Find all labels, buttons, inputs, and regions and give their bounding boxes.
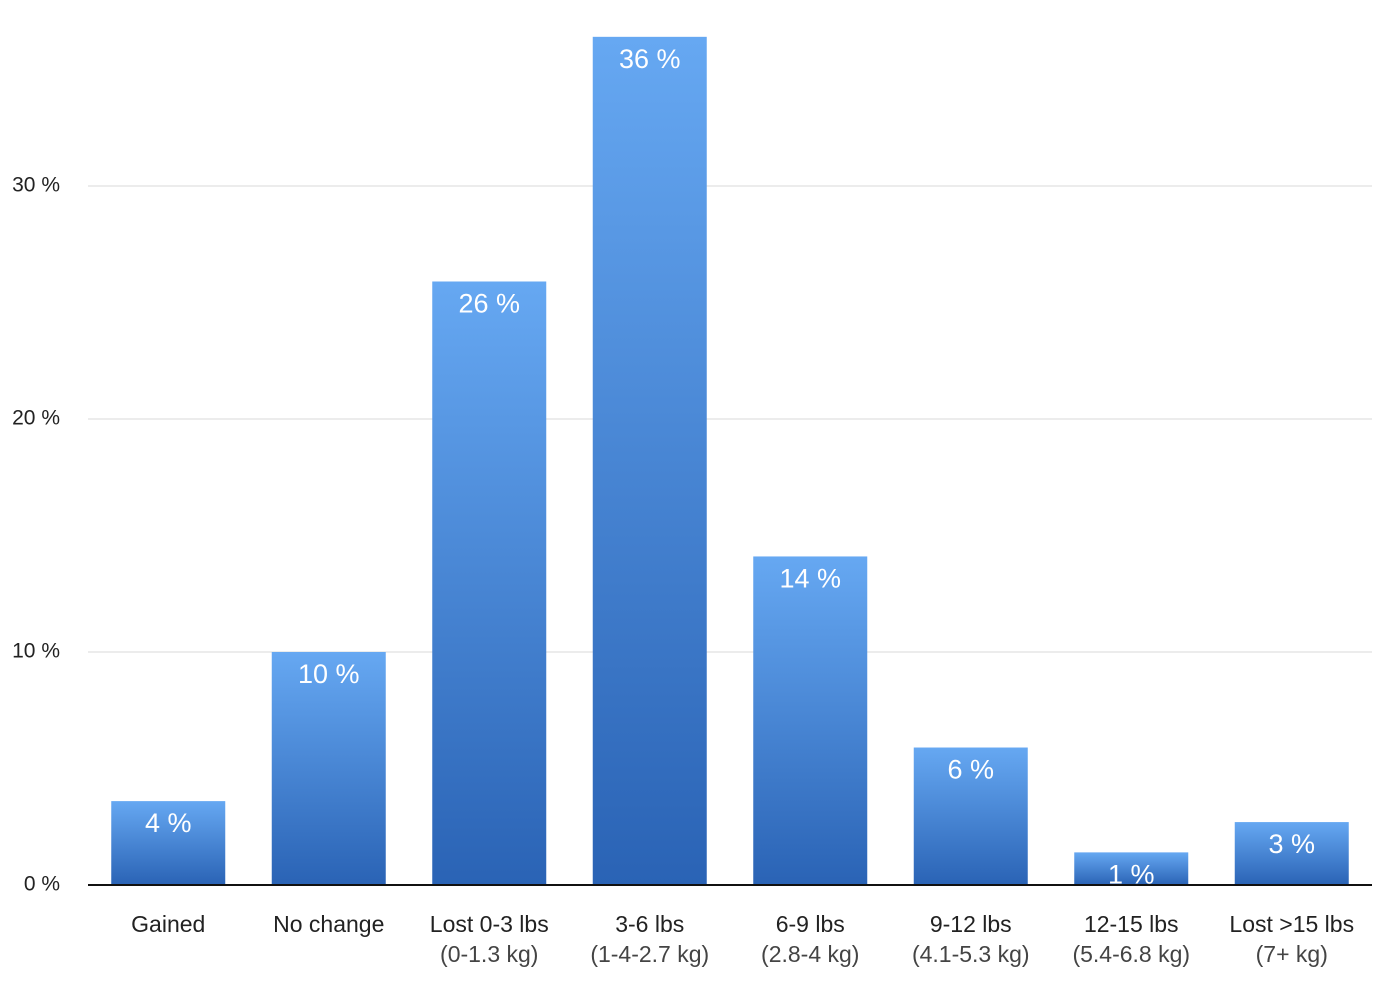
bar <box>111 801 226 885</box>
x-tick-label: Lost 0-3 lbs <box>430 911 549 937</box>
x-tick-label: No change <box>273 911 384 937</box>
value-label: 14 % <box>779 564 841 594</box>
bar <box>592 36 707 885</box>
x-tick-label: 12-15 lbs <box>1084 911 1179 937</box>
x-tick-label: Lost >15 lbs <box>1229 911 1354 937</box>
value-label: 6 % <box>947 755 994 785</box>
x-tick-sublabel: (2.8-4 kg) <box>761 941 859 967</box>
y-tick-label: 10 % <box>12 640 60 663</box>
y-tick-label: 30 % <box>12 174 60 197</box>
bar <box>913 747 1028 885</box>
x-tick-sublabel: (5.4-6.8 kg) <box>1072 941 1190 967</box>
x-tick-label: 6-9 lbs <box>776 911 845 937</box>
x-tick-label: Gained <box>131 911 205 937</box>
x-tick-sublabel: (4.1-5.3 kg) <box>912 941 1030 967</box>
bar <box>1074 852 1189 885</box>
value-label: 36 % <box>619 44 681 74</box>
value-label: 26 % <box>458 289 520 319</box>
y-tick-label: 0 % <box>24 873 60 896</box>
bar <box>432 281 547 885</box>
bar <box>753 556 868 885</box>
x-tick-label: 9-12 lbs <box>930 911 1012 937</box>
value-label: 4 % <box>145 808 192 838</box>
value-label: 3 % <box>1268 829 1315 859</box>
x-tick-sublabel: (7+ kg) <box>1256 941 1328 967</box>
x-tick-sublabel: (0-1.3 kg) <box>440 941 538 967</box>
x-tick-sublabel: (1-4-2.7 kg) <box>590 941 709 967</box>
bar <box>1234 822 1349 885</box>
bar <box>271 651 386 885</box>
y-tick-label: 20 % <box>12 407 60 430</box>
value-label: 10 % <box>298 659 360 689</box>
x-tick-label: 3-6 lbs <box>615 911 684 937</box>
